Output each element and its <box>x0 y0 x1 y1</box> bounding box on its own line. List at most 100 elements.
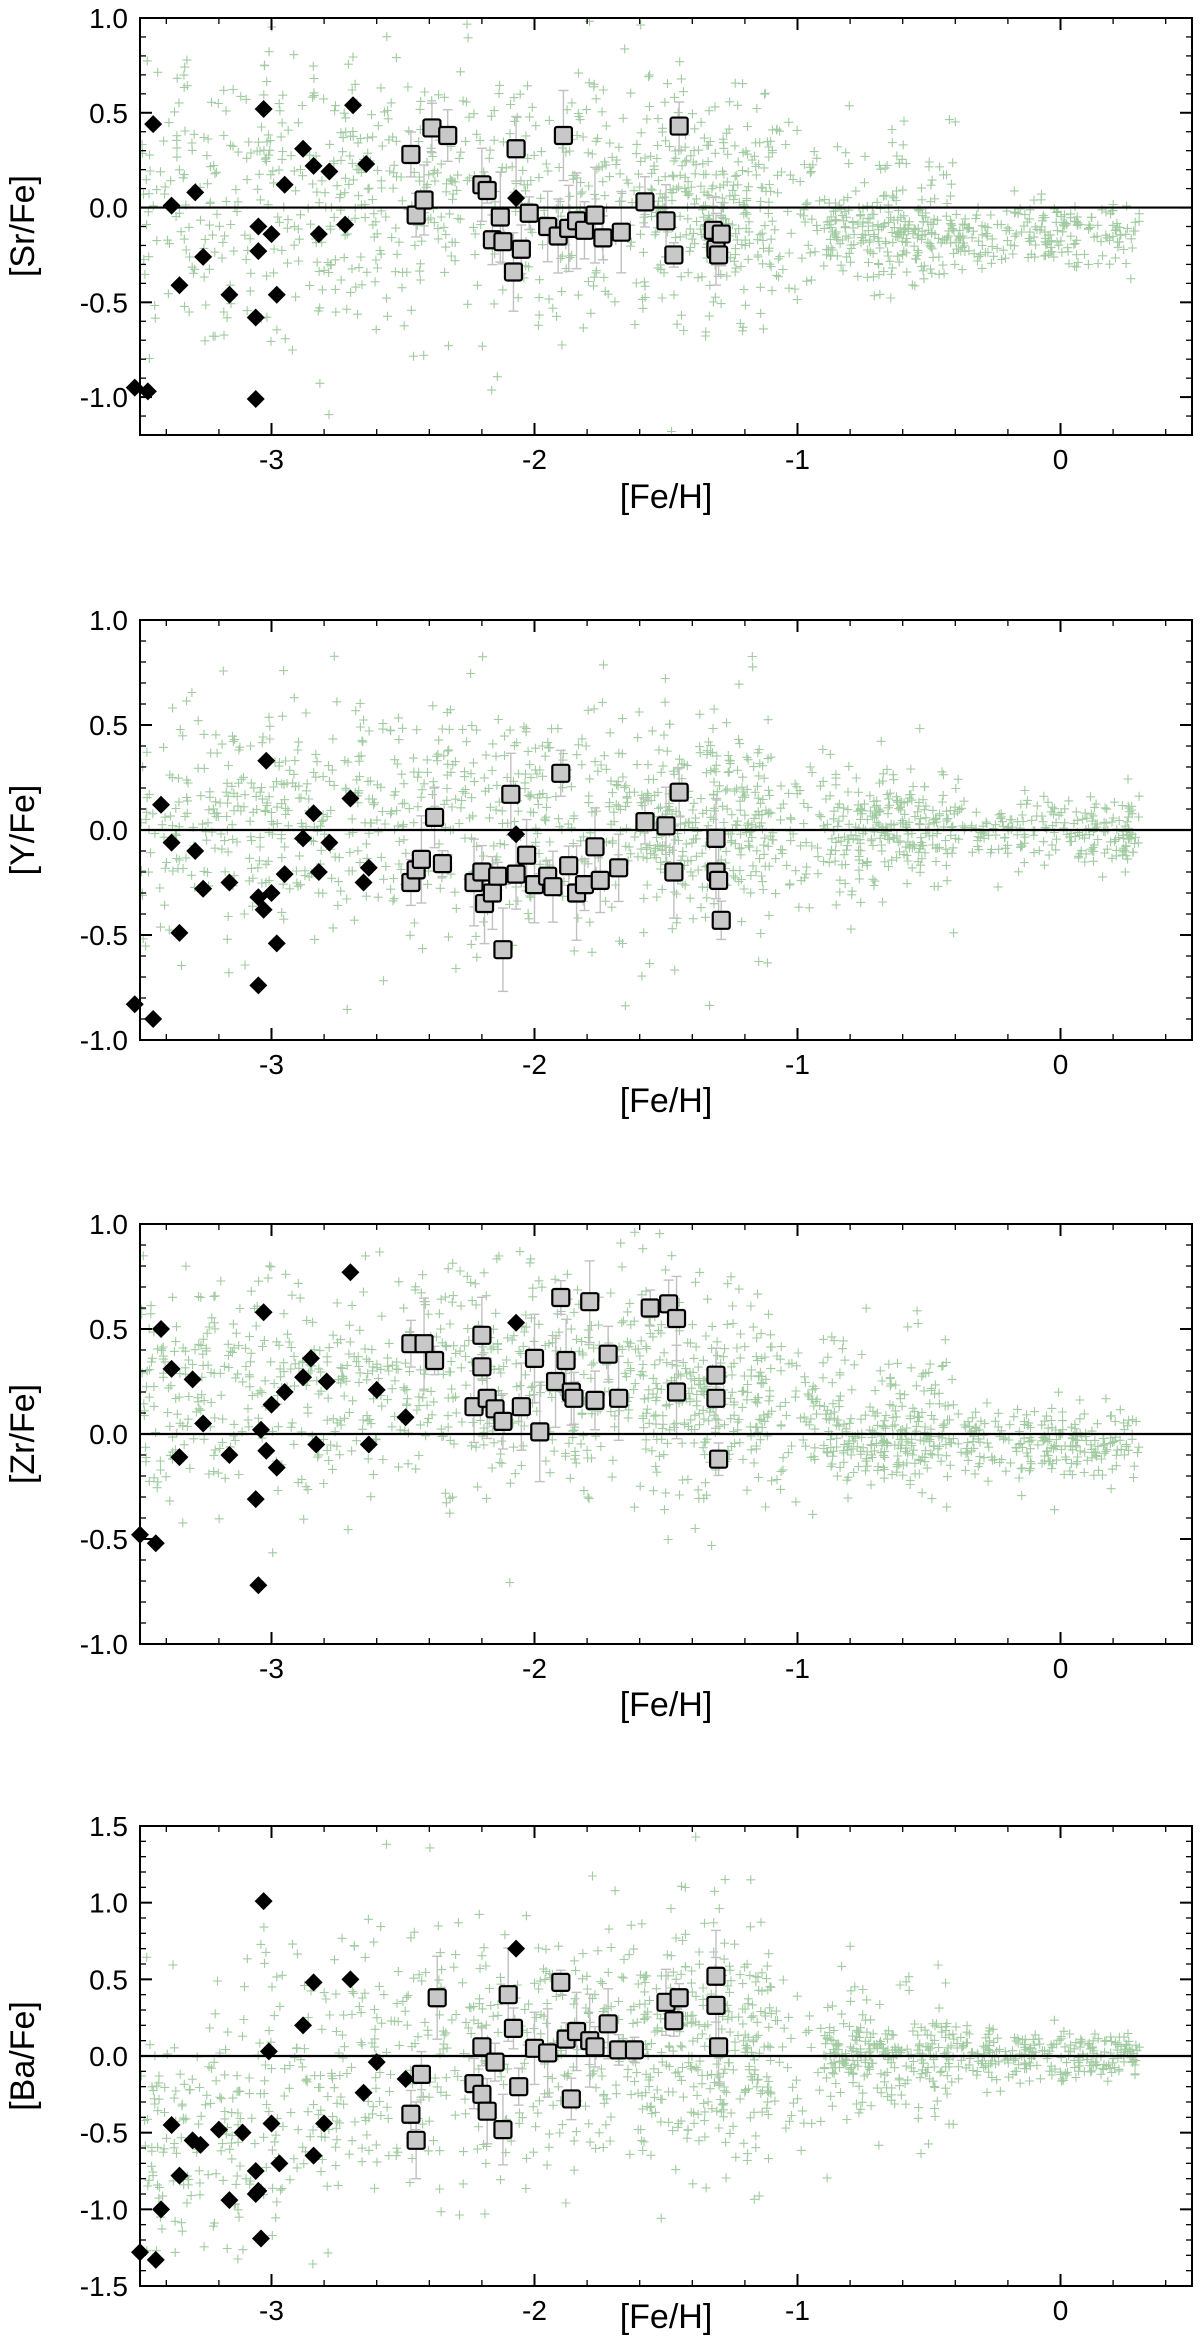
diamond-point <box>507 825 526 844</box>
diamond-point <box>170 2166 189 2185</box>
diamond-point <box>246 308 265 327</box>
square-point <box>411 849 432 870</box>
diamond-point <box>170 1448 189 1467</box>
diamond-point <box>194 879 213 898</box>
square-point <box>545 1371 566 1392</box>
data-marks <box>131 1263 729 1595</box>
square-point <box>664 245 684 265</box>
diamond-point <box>262 2114 281 2133</box>
comparison-star-markers <box>140 651 1144 1014</box>
square-point <box>488 866 508 886</box>
diamond-point <box>396 1408 415 1427</box>
diamond-point <box>357 154 376 173</box>
y-tick-label: -0.5 <box>80 287 128 318</box>
square-point <box>590 870 610 891</box>
x-tick-label: -2 <box>522 1653 547 1684</box>
y-axis-label: [Ba/Fe] <box>4 2001 42 2111</box>
y-tick-label: 1.0 <box>89 1888 128 1919</box>
square-point <box>611 222 631 242</box>
panel-ba-fe: -3 -2 -1 0 -1.5 -1.0 -0.5 0.0 0.5 1.0 1.5 [Fe/H] [… <box>4 1811 1193 2336</box>
diamond-point <box>294 829 313 848</box>
square-point <box>538 2043 558 2063</box>
square-point <box>493 940 513 960</box>
diamond-point <box>220 1446 239 1464</box>
square-point <box>477 180 497 201</box>
diamond-point <box>294 139 313 158</box>
diamond-point <box>344 96 363 115</box>
diamond-point <box>233 2123 252 2142</box>
square-point <box>711 224 731 244</box>
square-point <box>585 2037 605 2057</box>
diamond-point <box>194 1414 213 1433</box>
diamond-point <box>257 1441 276 1460</box>
square-point <box>706 1388 726 1408</box>
diamond-point <box>367 2053 386 2072</box>
square-point <box>493 2120 513 2140</box>
square-point <box>664 2011 684 2031</box>
square-point <box>472 2037 492 2057</box>
x-axis-label: [Fe/H] <box>620 1686 713 1724</box>
comparison-star-markers <box>140 1832 1144 2269</box>
square-point <box>503 262 524 282</box>
square-point <box>708 245 729 265</box>
square-point <box>664 862 684 882</box>
square-point <box>669 782 689 802</box>
square-point <box>511 239 531 259</box>
diamond-point <box>294 1368 313 1387</box>
square-point <box>427 1988 447 2008</box>
square-point <box>585 205 605 225</box>
diamond-point <box>301 1349 320 1368</box>
diamond-point <box>367 1380 386 1399</box>
diamond-point <box>309 225 328 244</box>
square-point <box>609 858 629 878</box>
axis-ticks: -3 -2 -1 0 -1.0 -0.5 0.0 0.5 1.0 <box>80 3 1192 475</box>
diamond-point <box>152 795 171 814</box>
x-tick-label: -3 <box>259 2295 284 2326</box>
diamond-point <box>309 863 328 881</box>
diamond-point <box>254 900 273 919</box>
x-axis-label: [Fe/H] <box>620 478 713 516</box>
square-point <box>559 856 579 876</box>
diamond-point <box>138 382 157 401</box>
y-tick-label: 1.5 <box>89 1811 128 1842</box>
diamond-point <box>186 183 205 202</box>
diamond-point <box>396 2070 415 2088</box>
diamond-point <box>262 225 281 244</box>
diamond-point <box>259 2042 278 2061</box>
diamond-point <box>246 2162 265 2180</box>
diamond-point <box>249 976 268 995</box>
diamond-point <box>262 1395 281 1414</box>
square-point <box>609 2040 629 2060</box>
diamond-point <box>336 215 355 234</box>
square-point <box>640 1298 660 1318</box>
y-tick-label: 0.5 <box>89 710 128 741</box>
diamond-point <box>267 285 286 304</box>
square-point <box>580 1292 600 1312</box>
axis-ticks: -3 -2 -1 0 -1.0 -0.5 0.0 0.5 1.0 <box>80 1209 1192 1684</box>
square-point <box>414 190 434 210</box>
diamond-point <box>275 865 294 884</box>
square-point <box>424 1350 445 1371</box>
square-point <box>635 811 655 832</box>
square-point <box>493 1411 513 1432</box>
panel-y-fe: -3 -2 -1 0 -1.0 -0.5 0.0 0.5 1.0 [Fe/H] [Y/Fe] <box>4 605 1193 1120</box>
square-point <box>706 1995 726 2016</box>
y-axis-label: [Sr/Fe] <box>4 175 42 277</box>
diamond-point <box>194 247 213 266</box>
square-point <box>422 118 442 138</box>
diamond-point <box>191 2135 210 2154</box>
y-tick-label: 0.5 <box>89 1314 128 1345</box>
x-tick-label: 0 <box>1053 444 1069 475</box>
diamond-point <box>267 934 286 953</box>
square-point <box>482 883 503 903</box>
y-tick-label: -1.5 <box>80 2271 128 2302</box>
diamond-point <box>270 2154 289 2173</box>
square-point <box>635 192 655 212</box>
square-point <box>656 211 676 231</box>
data-marks <box>131 1892 729 2269</box>
diamond-point <box>507 1939 526 1958</box>
diamond-point <box>507 1313 526 1332</box>
square-point <box>574 220 595 240</box>
y-tick-label: -1.0 <box>80 1025 128 1056</box>
